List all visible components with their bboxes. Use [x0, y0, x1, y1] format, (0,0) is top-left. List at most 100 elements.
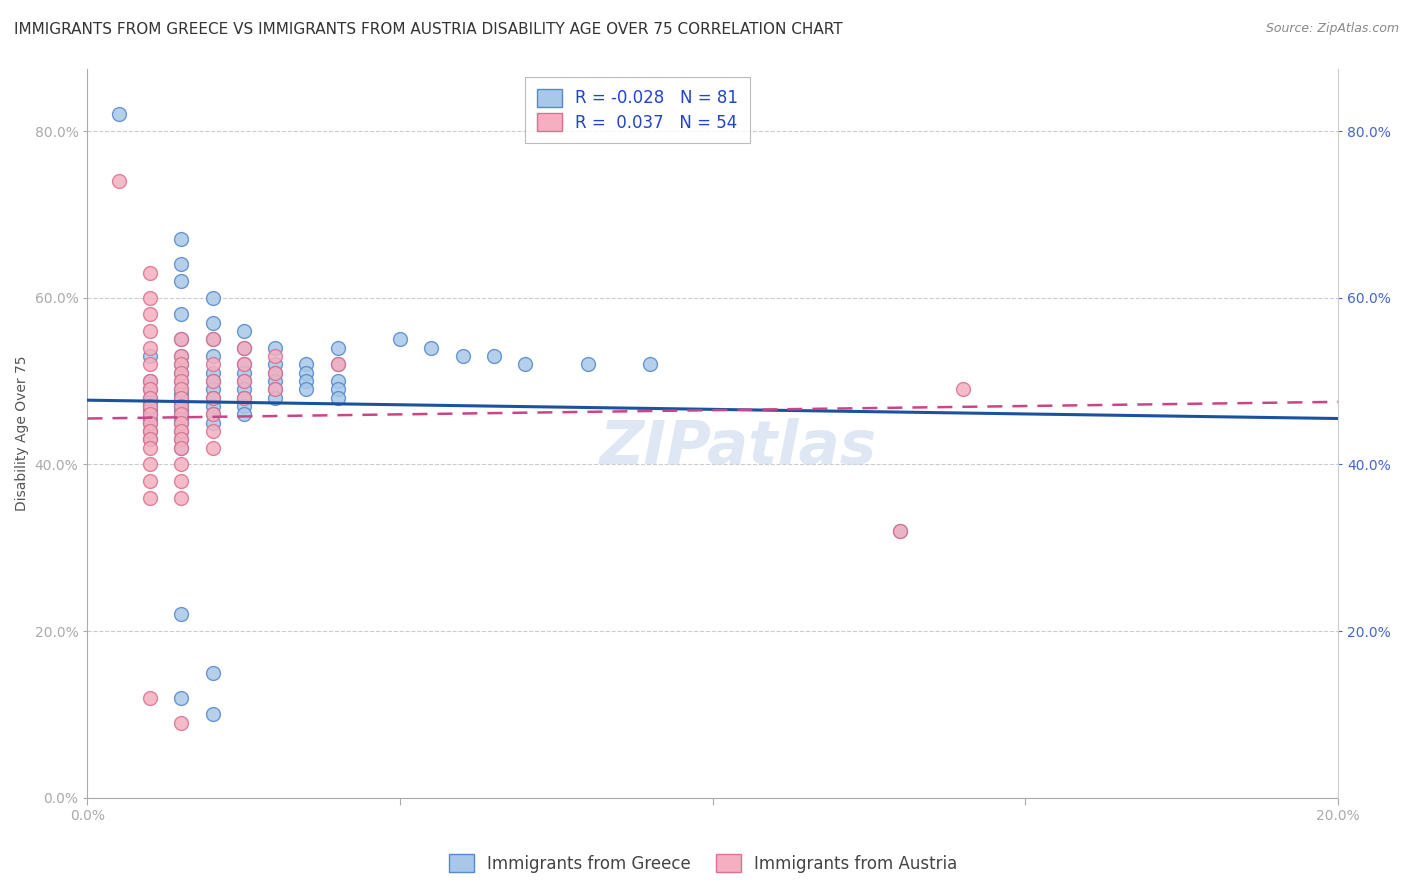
Point — [139, 266, 162, 280]
Point — [889, 524, 911, 538]
Point — [139, 433, 162, 447]
Point — [139, 391, 162, 405]
Point — [170, 307, 193, 321]
Point — [326, 357, 349, 371]
Point — [139, 307, 162, 321]
Point — [170, 332, 193, 346]
Point — [170, 416, 193, 430]
Point — [201, 374, 224, 388]
Text: IMMIGRANTS FROM GREECE VS IMMIGRANTS FROM AUSTRIA DISABILITY AGE OVER 75 CORRELA: IMMIGRANTS FROM GREECE VS IMMIGRANTS FRO… — [14, 22, 842, 37]
Point — [295, 357, 318, 371]
Point — [264, 382, 287, 396]
Point — [139, 374, 162, 388]
Point — [201, 408, 224, 422]
Point — [170, 257, 193, 271]
Point — [170, 391, 193, 405]
Point — [232, 324, 254, 338]
Point — [139, 416, 162, 430]
Legend: Immigrants from Greece, Immigrants from Austria: Immigrants from Greece, Immigrants from … — [441, 847, 965, 880]
Point — [139, 382, 162, 396]
Point — [170, 382, 193, 396]
Point — [139, 491, 162, 505]
Point — [201, 291, 224, 305]
Point — [170, 441, 193, 455]
Text: Source: ZipAtlas.com: Source: ZipAtlas.com — [1265, 22, 1399, 36]
Point — [170, 491, 193, 505]
Point — [139, 424, 162, 438]
Point — [170, 715, 193, 730]
Point — [232, 374, 254, 388]
Point — [139, 399, 162, 413]
Point — [232, 391, 254, 405]
Point — [201, 357, 224, 371]
Point — [170, 424, 193, 438]
Point — [170, 458, 193, 472]
Point — [170, 416, 193, 430]
Y-axis label: Disability Age Over 75: Disability Age Over 75 — [15, 355, 30, 511]
Point — [326, 391, 349, 405]
Point — [515, 357, 537, 371]
Point — [420, 341, 443, 355]
Point — [139, 690, 162, 705]
Point — [139, 349, 162, 363]
Point — [232, 391, 254, 405]
Point — [232, 374, 254, 388]
Point — [170, 366, 193, 380]
Point — [201, 316, 224, 330]
Point — [264, 357, 287, 371]
Point — [170, 408, 193, 422]
Point — [139, 395, 162, 409]
Point — [201, 374, 224, 388]
Point — [139, 474, 162, 488]
Point — [201, 332, 224, 346]
Point — [482, 349, 505, 363]
Point — [170, 374, 193, 388]
Point — [170, 357, 193, 371]
Point — [201, 665, 224, 680]
Point — [139, 433, 162, 447]
Point — [139, 458, 162, 472]
Point — [107, 174, 129, 188]
Point — [326, 374, 349, 388]
Point — [295, 382, 318, 396]
Point — [232, 357, 254, 371]
Point — [451, 349, 474, 363]
Point — [295, 374, 318, 388]
Point — [232, 382, 254, 396]
Point — [201, 441, 224, 455]
Point — [170, 607, 193, 622]
Point — [326, 382, 349, 396]
Point — [170, 433, 193, 447]
Point — [232, 341, 254, 355]
Point — [139, 408, 162, 422]
Text: ZIPatlas: ZIPatlas — [599, 418, 876, 477]
Point — [170, 433, 193, 447]
Point — [326, 341, 349, 355]
Point — [264, 391, 287, 405]
Point — [139, 424, 162, 438]
Point — [170, 349, 193, 363]
Point — [201, 707, 224, 722]
Point — [232, 399, 254, 413]
Point — [170, 399, 193, 413]
Point — [170, 366, 193, 380]
Point — [170, 374, 193, 388]
Point — [139, 408, 162, 422]
Point — [139, 382, 162, 396]
Point — [264, 366, 287, 380]
Point — [170, 403, 193, 417]
Point — [139, 441, 162, 455]
Point — [170, 357, 193, 371]
Point — [170, 386, 193, 401]
Point — [232, 341, 254, 355]
Point — [170, 349, 193, 363]
Point — [264, 366, 287, 380]
Point — [201, 332, 224, 346]
Point — [264, 341, 287, 355]
Point — [170, 399, 193, 413]
Point — [326, 357, 349, 371]
Point — [201, 349, 224, 363]
Point — [139, 374, 162, 388]
Point — [201, 391, 224, 405]
Point — [170, 382, 193, 396]
